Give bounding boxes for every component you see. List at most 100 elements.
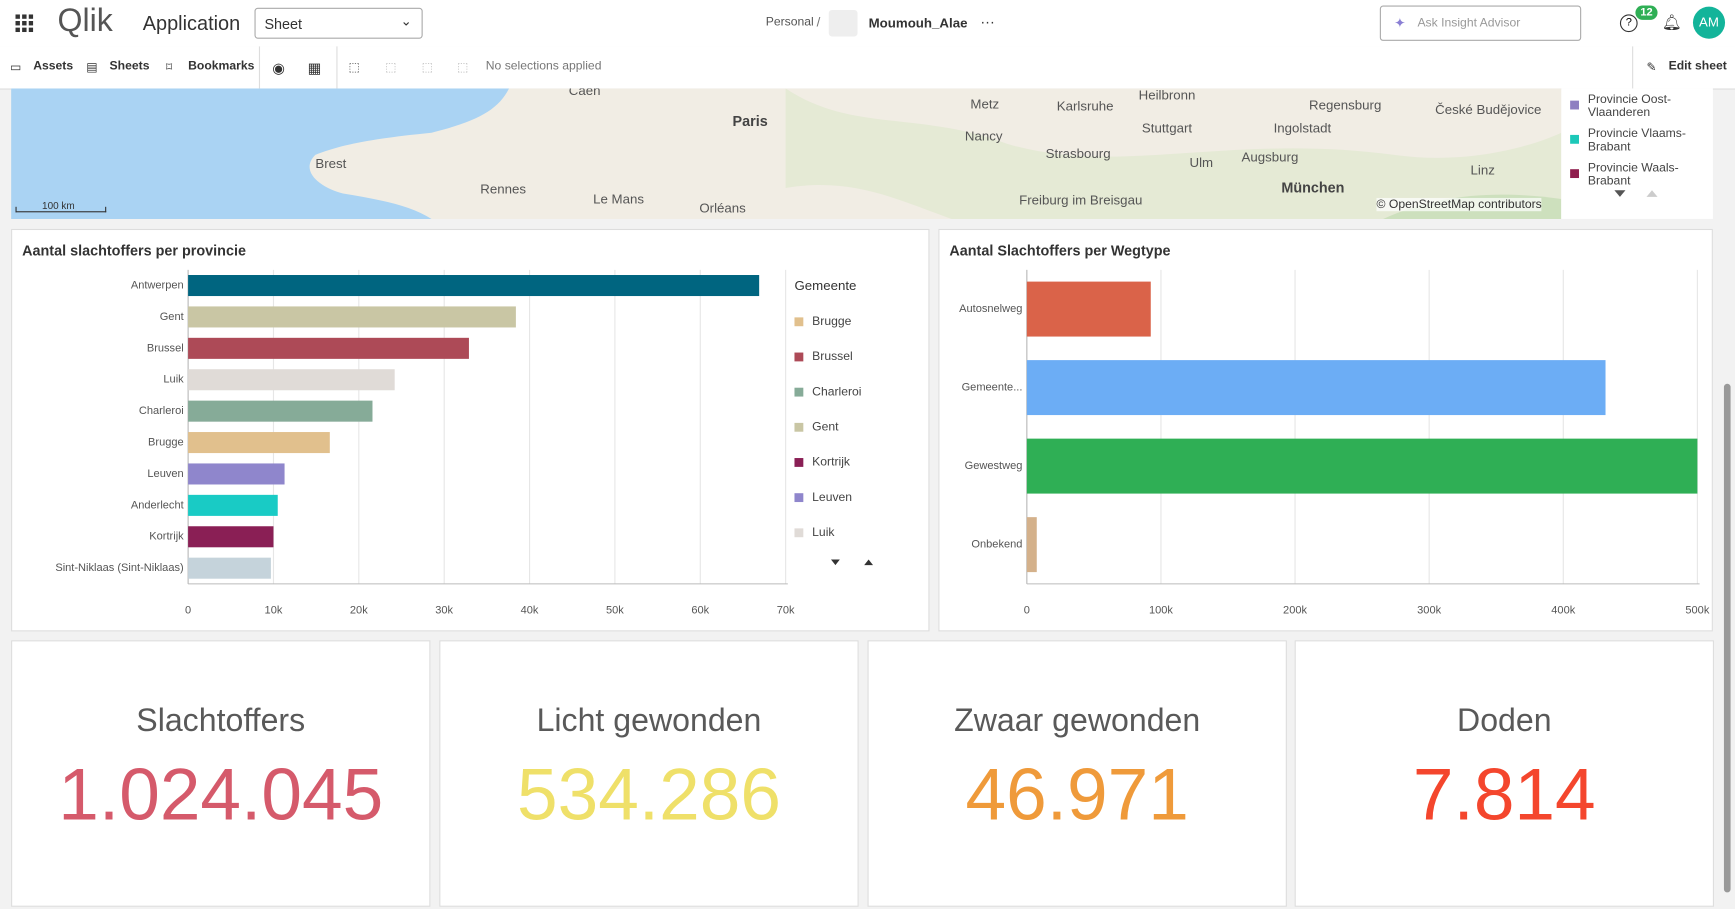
city: München <box>1281 179 1345 196</box>
bell[interactable]: 🔔︎ <box>1661 13 1682 31</box>
x-tick-label: 60k <box>691 604 709 616</box>
kpi-card: Slachtoffers 1.024.045 <box>11 640 431 907</box>
x-tick-label: 70k <box>777 604 795 616</box>
city: Rennes <box>480 181 527 197</box>
bar <box>188 526 274 548</box>
sheet-name[interactable]: Moumouh_Alae <box>868 15 968 31</box>
city: Paris <box>732 112 768 130</box>
legend-swatch <box>794 422 804 432</box>
chart-title: Aantal slachtoffers per provincie <box>22 242 246 259</box>
legend-nav[interactable] <box>830 559 874 566</box>
x-tick-label: 40k <box>521 604 539 616</box>
legend-swatch <box>794 458 804 467</box>
city: Regensburg <box>1309 97 1382 113</box>
kpi-value: 7.814 <box>1412 753 1596 835</box>
legend-swatch <box>1570 100 1579 110</box>
x-tick-label: 30k <box>435 604 453 616</box>
y-tick-label: Anderlecht <box>131 499 184 511</box>
edit-sheet[interactable]: ✎ Edit sheet <box>1632 46 1735 89</box>
chart-panel: Aantal Slachtoffers per Wegtype 0 100k 200… <box>938 228 1713 632</box>
legend-label: Gent <box>812 420 839 434</box>
more[interactable]: ··· <box>980 13 995 30</box>
smart-search[interactable]: ▦ <box>307 59 322 77</box>
search-placeholder: Ask Insight Advisor <box>1417 16 1521 30</box>
insights[interactable]: ◉ <box>272 59 285 77</box>
edit-label: Edit sheet <box>1668 59 1727 73</box>
logo: Qlik <box>57 3 113 39</box>
x-tick-label: 500k <box>1685 604 1709 616</box>
city: Freiburg im Breisgau <box>1019 192 1143 208</box>
sheets[interactable]: Sheets <box>109 59 150 73</box>
chart-title: Aantal Slachtoffers per Wegtype <box>949 242 1171 259</box>
kpi-title: Licht gewonden <box>536 703 762 739</box>
legend-swatch <box>794 528 804 538</box>
kpi-value: 46.971 <box>965 753 1189 835</box>
y-tick-label: Gewestweg <box>965 460 1023 472</box>
x-tick-label: 100k <box>1149 604 1173 616</box>
map: Caen Paris Metz Karlsruhe Heilbronn Rege… <box>11 88 1562 219</box>
kpi-card: Licht gewonden 534.286 <box>439 640 859 907</box>
kpi-title: Zwaar gewonden <box>954 703 1201 739</box>
sheet-select[interactable]: Sheet ⌄ <box>254 7 423 39</box>
x-tick-label: 20k <box>350 604 368 616</box>
chart: 0 10k 20k 30k 40k 50k 60k 70k Antwerpen Gent Bruss… <box>55 269 874 616</box>
search-box[interactable]: ✦ Ask Insight Advisor <box>1379 5 1582 41</box>
y-tick-label: Brugge <box>148 436 184 448</box>
app-name: Application <box>142 12 241 35</box>
attribution[interactable]: © OpenStreetMap contributors <box>1376 197 1542 212</box>
legend-swatch <box>1570 134 1579 144</box>
bookmarks[interactable]: Bookmarks <box>188 59 255 73</box>
x-tick-label: 200k <box>1283 604 1307 616</box>
sheet-icon <box>828 9 858 37</box>
city: Caen <box>568 88 601 99</box>
city: Augsburg <box>1241 149 1299 165</box>
city: Stuttgart <box>1141 120 1193 137</box>
bar <box>188 337 469 359</box>
legend-label: Provincie Vlaams-Brabant <box>1587 127 1686 154</box>
x-tick-label: 10k <box>265 604 283 616</box>
legend-label: Brugge <box>812 314 851 328</box>
map-scale: 100 km <box>42 200 75 212</box>
legend-label: Charleroi <box>812 384 861 398</box>
assets[interactable]: Assets <box>33 59 74 73</box>
bar <box>1026 438 1698 494</box>
legend-label: Provincie Oost-Vlaanderen <box>1587 92 1672 120</box>
header: Qlik Application Sheet ⌄ Personal / Moumo… <box>0 0 1735 48</box>
legend-title: Gemeente <box>794 278 856 293</box>
avatar[interactable]: AM <box>1692 6 1726 39</box>
space[interactable]: Personal <box>765 15 814 29</box>
sheet-select-label: Sheet <box>264 15 303 33</box>
apps-icon[interactable] <box>15 14 34 33</box>
kpi-value: 1.024.045 <box>58 753 384 835</box>
y-tick-label: Charleroi <box>139 405 184 417</box>
bar <box>188 400 373 422</box>
city: Heilbronn <box>1138 88 1196 103</box>
city: Karlsruhe <box>1056 98 1114 114</box>
bar <box>1026 281 1151 337</box>
toolbar: ▭ Assets ▤ Sheets ⌑ Bookmarks ◉ ▦ ⬚ ⬚ ⬚ ⬚ No … <box>0 46 1735 90</box>
select-tool[interactable]: ⬚ <box>348 60 361 75</box>
chevron: ⌄ <box>400 13 412 29</box>
kpi-value: 534.286 <box>516 753 781 835</box>
x-tick-label: 400k <box>1551 604 1575 616</box>
kpi-card: Doden 7.814 <box>1294 640 1714 907</box>
sparkle: ✦ <box>1394 15 1406 31</box>
separator: / <box>816 14 821 30</box>
legend-nav[interactable] <box>1614 189 1658 200</box>
kpi-title: Slachtoffers <box>136 703 306 739</box>
y-tick-label: Brussel <box>147 342 184 354</box>
legend-swatch <box>794 352 804 362</box>
city: Le Mans <box>593 191 645 207</box>
bar <box>1026 360 1606 416</box>
kpi-title: Doden <box>1457 703 1552 739</box>
y-tick-label: Onbekend <box>971 539 1022 551</box>
city: Metz <box>970 96 1000 112</box>
map-legend: Provincie Oost-Vlaanderen Provincie Vlaa… <box>1561 88 1713 219</box>
city: Ulm <box>1189 154 1214 171</box>
city: Orléans <box>699 200 746 216</box>
y-tick-label: Kortrijk <box>149 531 184 543</box>
help[interactable]: ? <box>1619 14 1638 33</box>
bar <box>188 557 271 579</box>
scrollbar[interactable] <box>1721 93 1733 909</box>
